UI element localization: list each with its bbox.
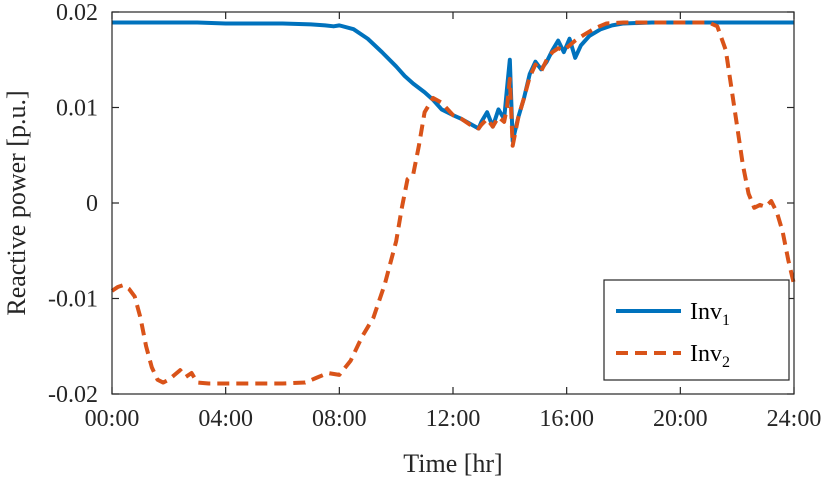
legend-label-inv2: Inv	[690, 341, 722, 367]
y-tick-label: 0	[86, 191, 98, 217]
x-axis-title: Time [hr]	[403, 449, 502, 478]
legend-label-inv1: Inv	[690, 299, 722, 325]
series-layer	[110, 20, 796, 386]
legend: Inv1 Inv2	[603, 279, 790, 381]
y-tick-label: -0.01	[48, 287, 98, 313]
x-tick-label: 00:00	[85, 406, 140, 432]
x-tick-label: 12:00	[426, 406, 481, 432]
legend-entry-inv2: Inv2	[690, 341, 730, 371]
x-tick-labels: 00:00 04:00 08:00 12:00 16:00 20:00 24:00	[85, 406, 822, 432]
y-axis-title: Reactive power [p.u.]	[2, 90, 31, 315]
x-tick-label: 24:00	[767, 406, 822, 432]
y-tick-label: -0.02	[48, 382, 98, 408]
legend-entry-inv1: Inv1	[690, 299, 730, 329]
y-tick-labels: -0.02 -0.01 0 0.01 0.02	[48, 0, 98, 408]
legend-subscript-inv1: 1	[722, 312, 730, 329]
series-line-inv1	[112, 20, 794, 143]
legend-box	[603, 279, 790, 381]
legend-subscript-inv2: 2	[722, 354, 730, 371]
y-tick-label: 0.01	[56, 96, 98, 122]
y-tick-label: 0.02	[56, 0, 98, 26]
x-tick-label: 08:00	[312, 406, 367, 432]
x-tick-label: 04:00	[198, 406, 253, 432]
series-line-inv2	[110, 20, 796, 386]
x-tick-label: 16:00	[539, 406, 594, 432]
plot-area-frame	[111, 11, 795, 395]
x-tick-label: 20:00	[653, 406, 708, 432]
